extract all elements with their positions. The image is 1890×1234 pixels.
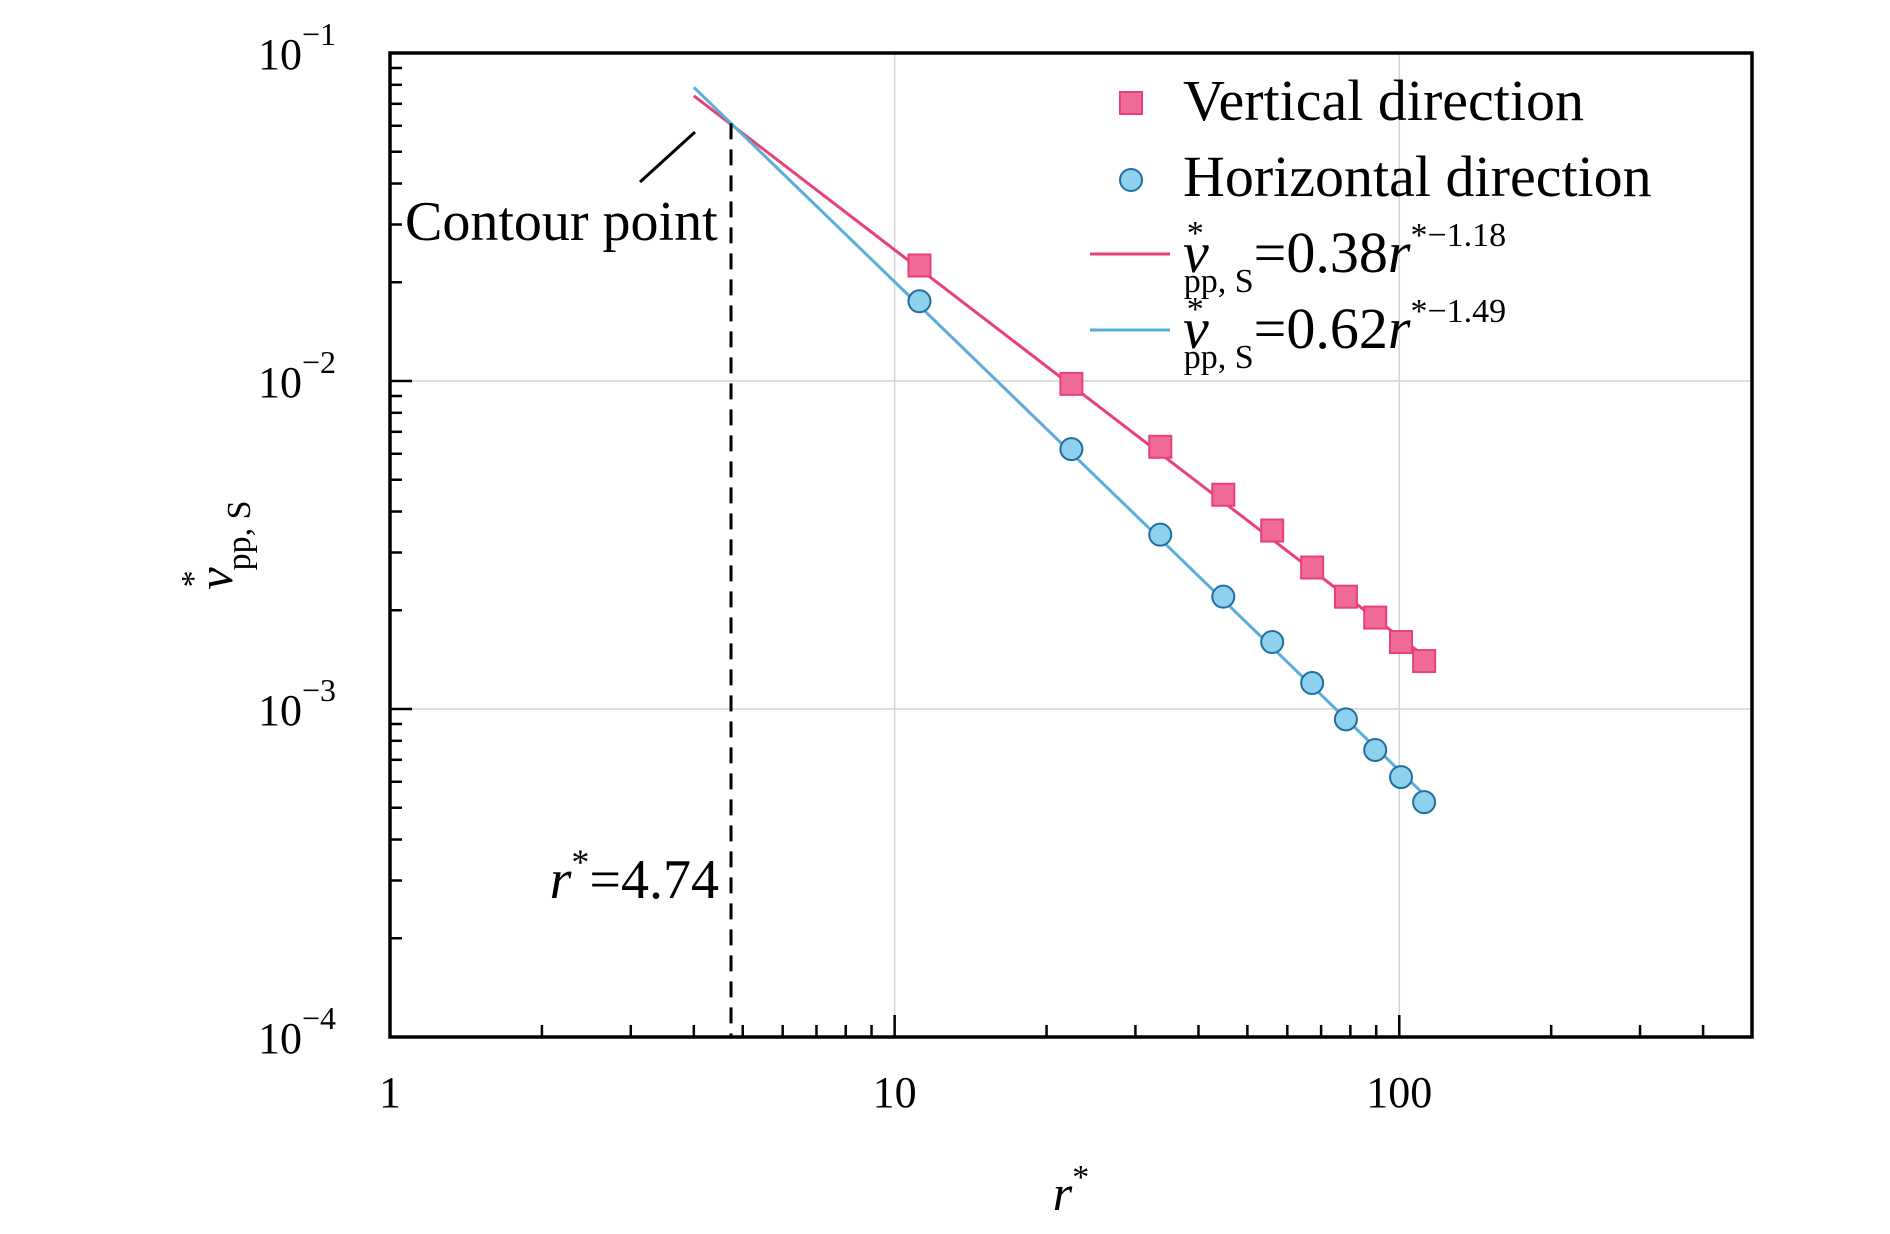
data-markers [907, 253, 1437, 815]
y-tick-exp: −4 [302, 1000, 336, 1036]
horizontal-data-point [1300, 671, 1325, 696]
horizontal-data-point [1211, 584, 1236, 609]
fit-label-exp: *−1.18 [1410, 217, 1506, 254]
y-tick-label: 10−2 [258, 344, 336, 407]
legend-label-horizontal: Horizontal direction [1183, 144, 1652, 209]
vertical-data-point [1333, 584, 1358, 609]
y-tick-label: 10−3 [258, 672, 336, 735]
horizontal-data-point [907, 289, 932, 314]
horizontal-data-point [1333, 707, 1358, 732]
x-axis-title: r* [1053, 1159, 1089, 1221]
y-tick-base: 10 [258, 30, 302, 79]
vertical-data-point [1300, 555, 1325, 580]
y-tick-base: 10 [258, 358, 302, 407]
fit-label-exp: *−1.49 [1410, 293, 1506, 330]
fit-label-lhs-sub: pp, S [1184, 263, 1254, 300]
fit-label-lhs-base: v [1183, 220, 1209, 285]
horizontal-data-point [1148, 522, 1173, 547]
legend-fit-label-horizontal: v* pp, S=0.62r*−1.49 [1183, 291, 1506, 376]
vertical-data-point [1389, 630, 1414, 655]
fit-label-lhs-sup: * [1187, 215, 1204, 252]
y-axis-title-base: v [187, 567, 243, 590]
y-tick-label: 10−1 [258, 16, 336, 79]
x-axis-title-sup: * [1072, 1159, 1089, 1196]
threshold-value: =4.74 [589, 849, 719, 911]
threshold-label: r*=4.74 [550, 842, 719, 911]
horizontal-data-point [1389, 765, 1414, 790]
x-axis-title-base: r [1053, 1165, 1073, 1221]
legend-circle-marker [1119, 168, 1143, 192]
threshold-sup: * [571, 842, 589, 882]
threshold-var: r [550, 849, 572, 911]
x-tick-label: 1 [379, 1068, 401, 1117]
annotation-lines [638, 123, 733, 1037]
fit-label-lhs-sup: * [1187, 291, 1204, 328]
y-tick-base: 10 [258, 1014, 302, 1063]
vertical-data-point [1363, 605, 1388, 630]
contour-point-label: Contour point [405, 191, 718, 253]
axis-ticks [388, 51, 1754, 1039]
y-axis-title-sub: pp, S [221, 500, 258, 570]
vertical-data-point [907, 253, 932, 278]
legend-label-vertical: Vertical direction [1183, 68, 1584, 133]
vertical-data-point [1412, 649, 1437, 674]
y-axis-title-sup: * [175, 570, 212, 587]
vertical-data-point [1260, 518, 1285, 543]
horizontal-data-point [1363, 737, 1388, 762]
fit-label-var: r [1388, 296, 1411, 361]
horizontal-data-point [1412, 790, 1437, 815]
legend-square-marker [1119, 91, 1143, 115]
x-tick-label: 100 [1366, 1068, 1432, 1117]
y-tick-exp: −1 [302, 16, 336, 52]
fit-label-var: r [1388, 220, 1411, 285]
vertical-data-point [1059, 371, 1084, 396]
contour-point-pointer [638, 130, 697, 184]
legend: Vertical direction Horizontal direction … [1090, 68, 1652, 376]
fit-label-lhs-base: v [1183, 296, 1209, 361]
fit-label-rhs: =0.62 [1254, 296, 1388, 361]
plot-frame [388, 51, 1754, 1039]
horizontal-data-point [1059, 437, 1084, 462]
legend-fit-label-vertical: v* pp, S=0.38r*−1.18 [1183, 215, 1506, 300]
y-tick-exp: −2 [302, 344, 336, 380]
fit-label-lhs-sub: pp, S [1184, 339, 1254, 376]
y-tick-label: 10−4 [258, 1000, 336, 1063]
vertical-data-point [1211, 482, 1236, 507]
y-tick-base: 10 [258, 686, 302, 735]
y-tick-exp: −3 [302, 672, 336, 708]
vertical-data-point [1148, 434, 1173, 459]
x-tick-label: 10 [873, 1068, 917, 1117]
fit-label-rhs: =0.38 [1254, 220, 1388, 285]
y-axis-title: v* pp, S [175, 500, 258, 589]
horizontal-data-point [1260, 630, 1285, 655]
